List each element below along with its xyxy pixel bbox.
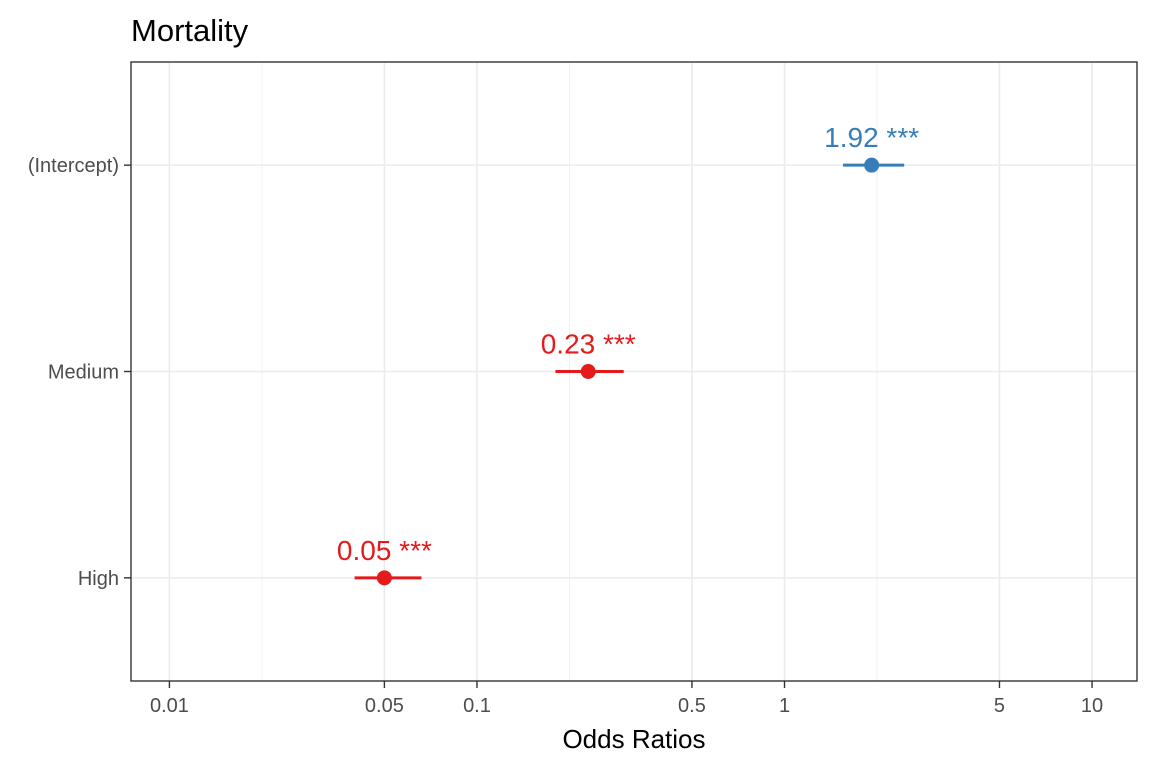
x-axis: 0.01 0.05 0.1 0.5 1 5 10 [150,681,1103,717]
estimate-point [376,570,392,586]
gridlines [131,62,1137,681]
y-tick-label: (Intercept) [28,155,119,177]
y-tick-label: Medium [48,362,119,384]
estimate-label: 1.92 *** [824,122,919,153]
y-tick-label: High [78,568,119,590]
estimate-label: 0.05 *** [337,535,432,566]
x-tick-label: 0.01 [150,695,189,717]
x-tick-label: 0.05 [365,695,404,717]
estimate-label: 0.23 *** [541,329,636,360]
x-tick-label: 1 [779,695,790,717]
x-axis-label: Odds Ratios [562,724,705,754]
estimate-point [864,157,880,173]
data-marks: 1.92 *** 0.23 *** 0.05 *** [337,122,919,586]
chart-title: Mortality [131,13,249,48]
x-tick-label: 10 [1081,695,1103,717]
x-tick-label: 0.1 [463,695,491,717]
x-tick-label: 5 [994,695,1005,717]
estimate-point [580,364,596,379]
x-tick-label: 0.5 [678,695,706,717]
y-axis: (Intercept) Medium High [28,155,131,590]
